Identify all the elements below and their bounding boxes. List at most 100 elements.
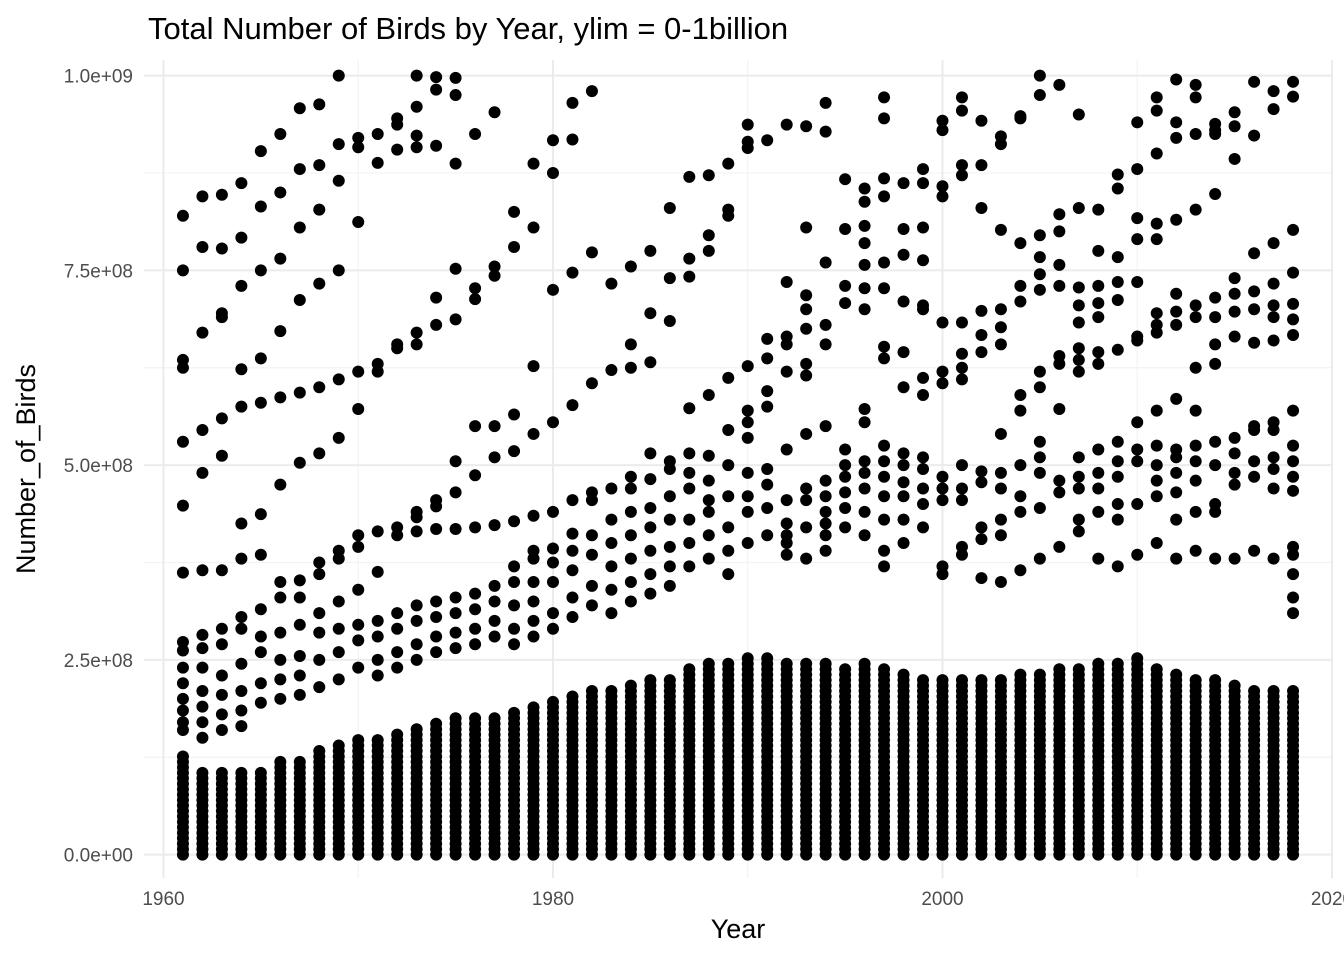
data-point xyxy=(1170,466,1183,479)
data-point xyxy=(410,141,423,154)
data-point xyxy=(1209,311,1222,324)
data-point xyxy=(1150,104,1163,117)
data-point xyxy=(488,106,501,119)
data-point xyxy=(313,203,326,216)
data-point xyxy=(254,696,267,709)
data-point xyxy=(839,486,852,499)
data-point xyxy=(215,242,228,255)
data-point xyxy=(839,501,852,514)
data-point xyxy=(722,568,735,581)
data-point xyxy=(293,221,306,234)
data-point xyxy=(410,69,423,82)
data-point xyxy=(839,223,852,236)
data-point xyxy=(488,712,501,725)
data-point xyxy=(858,657,871,670)
data-point xyxy=(897,447,910,460)
data-point xyxy=(663,490,676,503)
data-point xyxy=(702,494,715,507)
data-point xyxy=(1092,505,1105,518)
data-point xyxy=(196,466,209,479)
data-point xyxy=(819,474,832,487)
data-point xyxy=(1150,537,1163,550)
data-point xyxy=(254,603,267,616)
data-point xyxy=(488,519,501,532)
data-point xyxy=(780,548,793,561)
data-point xyxy=(800,482,813,495)
data-point xyxy=(332,69,345,82)
data-point xyxy=(508,575,521,588)
data-point xyxy=(1189,203,1202,216)
x-tick-label: 1980 xyxy=(532,889,574,910)
data-point xyxy=(1209,357,1222,370)
data-point xyxy=(917,482,930,495)
data-point xyxy=(741,490,754,503)
data-point xyxy=(566,399,579,412)
data-point xyxy=(936,114,949,127)
data-point xyxy=(1287,75,1300,88)
data-point xyxy=(722,371,735,384)
data-point xyxy=(235,231,248,244)
data-point xyxy=(1228,478,1241,491)
data-point xyxy=(313,381,326,394)
data-point xyxy=(566,494,579,507)
data-point xyxy=(702,552,715,565)
data-point xyxy=(508,638,521,651)
data-point xyxy=(410,638,423,651)
data-point xyxy=(1111,343,1124,356)
data-point xyxy=(274,252,287,265)
data-point xyxy=(196,424,209,437)
data-point xyxy=(1033,69,1046,82)
data-point xyxy=(215,669,228,682)
data-point xyxy=(293,755,306,768)
data-point xyxy=(449,455,462,468)
data-point xyxy=(858,282,871,295)
data-point xyxy=(254,145,267,158)
data-point xyxy=(897,248,910,261)
data-point xyxy=(1033,668,1046,681)
data-point xyxy=(332,595,345,608)
data-point xyxy=(313,681,326,694)
data-point xyxy=(546,622,559,635)
data-point xyxy=(1053,78,1066,91)
data-point xyxy=(430,83,443,96)
data-point xyxy=(1072,353,1085,366)
data-point xyxy=(1072,281,1085,294)
data-point xyxy=(663,674,676,687)
data-point xyxy=(917,254,930,267)
data-point xyxy=(936,124,949,137)
data-point xyxy=(313,607,326,620)
data-point xyxy=(215,622,228,635)
data-point xyxy=(527,595,540,608)
data-point xyxy=(819,256,832,269)
data-point xyxy=(1033,365,1046,378)
data-point xyxy=(1150,91,1163,104)
data-point xyxy=(624,679,637,692)
data-point xyxy=(1072,108,1085,121)
data-point xyxy=(585,685,598,698)
data-point xyxy=(332,552,345,565)
data-point xyxy=(215,564,228,577)
data-point xyxy=(313,568,326,581)
data-point xyxy=(293,386,306,399)
data-point xyxy=(644,568,657,581)
data-point xyxy=(1033,381,1046,394)
data-point xyxy=(1092,244,1105,257)
data-point xyxy=(1267,685,1280,698)
data-point xyxy=(1014,295,1027,308)
data-point xyxy=(994,223,1007,236)
data-point xyxy=(215,766,228,779)
data-point xyxy=(994,138,1007,151)
data-point xyxy=(624,260,637,273)
data-point xyxy=(994,321,1007,334)
data-point xyxy=(176,692,189,705)
data-point xyxy=(196,700,209,713)
data-point xyxy=(839,279,852,292)
data-point xyxy=(352,216,365,229)
data-point xyxy=(975,202,988,215)
data-point xyxy=(1170,116,1183,129)
data-point xyxy=(488,595,501,608)
data-point xyxy=(1053,403,1066,416)
data-point xyxy=(469,420,482,433)
data-point xyxy=(955,316,968,329)
